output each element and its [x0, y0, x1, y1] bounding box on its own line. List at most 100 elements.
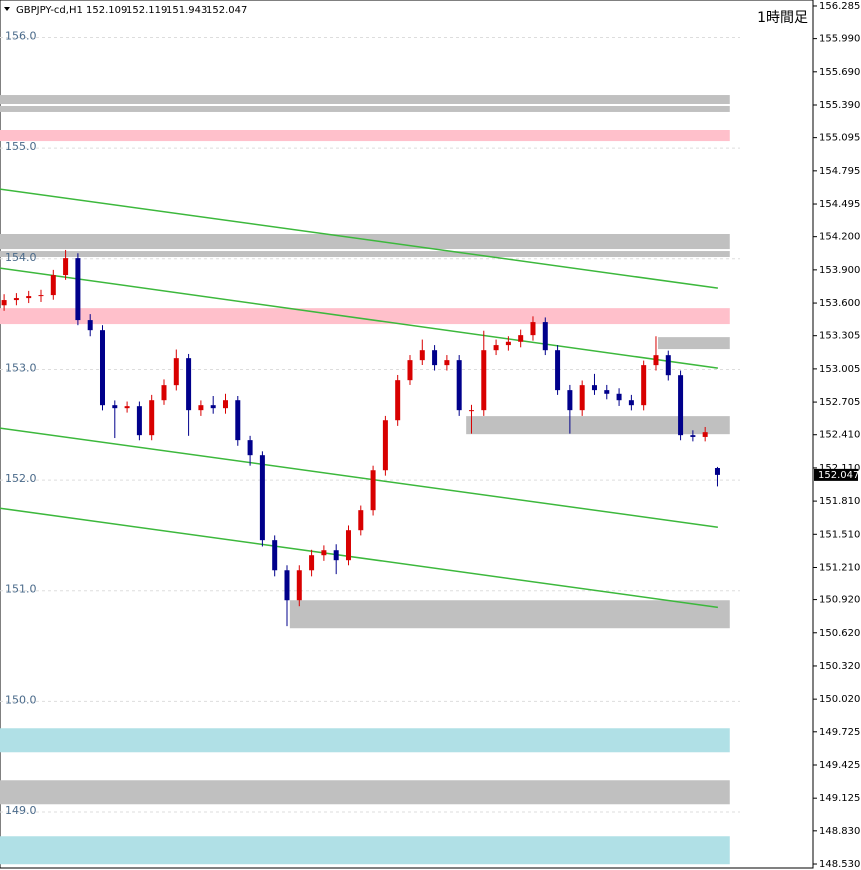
- candle-body: [13, 298, 19, 301]
- candle-body: [161, 385, 167, 401]
- current-price-box: [814, 468, 858, 481]
- zone: [0, 95, 730, 105]
- candle-body: [591, 385, 597, 391]
- candle-body: [382, 420, 388, 471]
- zone: [658, 337, 730, 350]
- y-tick-label: 149.425: [819, 760, 860, 771]
- inner-tick-label: 150.0: [5, 693, 37, 706]
- y-tick-label: 153.005: [819, 364, 860, 375]
- candle-body: [1, 300, 7, 306]
- zone: [0, 780, 730, 805]
- y-tick-label: 150.920: [819, 595, 860, 606]
- y-tick-label: 149.125: [819, 793, 860, 804]
- y-tick-label: 150.020: [819, 694, 860, 705]
- zone: [289, 600, 730, 629]
- y-tick-label: 154.795: [819, 166, 860, 177]
- zone: [0, 308, 730, 325]
- candle-body: [530, 322, 536, 336]
- y-tick-label: 155.390: [819, 100, 860, 111]
- zone: [466, 416, 730, 435]
- candle-body: [579, 385, 585, 411]
- candle-body: [714, 468, 720, 475]
- zone: [0, 836, 730, 865]
- y-tick-label: 152.705: [819, 397, 860, 408]
- candle-body: [665, 355, 671, 376]
- y-tick-label: 156.285: [819, 1, 860, 12]
- candle-body: [296, 570, 302, 601]
- candle-body: [247, 440, 253, 456]
- candle-body: [505, 341, 511, 346]
- y-tick-label: 148.830: [819, 826, 860, 837]
- candle-body: [321, 550, 327, 556]
- candle-body: [653, 355, 659, 366]
- symbol: GBPJPY-cd,H1: [16, 5, 83, 16]
- inner-tick-label: 152.0: [5, 472, 37, 485]
- candle-body: [210, 405, 216, 409]
- y-tick-label: 151.210: [819, 562, 860, 573]
- inner-tick-label: 155.0: [5, 140, 37, 153]
- trendline: [0, 267, 718, 369]
- zone: [0, 728, 730, 753]
- candle-body: [370, 470, 376, 511]
- candle-body: [555, 350, 561, 391]
- candle-body: [567, 390, 573, 411]
- candle-body: [628, 400, 634, 406]
- candle-body: [345, 530, 351, 561]
- candle-body: [112, 405, 118, 409]
- candle-body: [358, 510, 364, 531]
- menu-triangle: [4, 7, 10, 11]
- y-tick-label: 152.110: [819, 463, 860, 474]
- trendline: [0, 427, 718, 528]
- candle-body: [690, 435, 696, 437]
- candle-body: [75, 258, 81, 321]
- header-value: 152.047: [206, 5, 247, 16]
- header-value: 152.109: [86, 5, 127, 16]
- trendline: [0, 188, 718, 289]
- candle-body: [259, 455, 265, 541]
- candle-body: [284, 570, 290, 601]
- header-value: 152.119: [126, 5, 167, 16]
- y-tick-label: 148.530: [819, 859, 860, 870]
- current-price-label: 152.047: [818, 470, 859, 481]
- candle-body: [173, 358, 179, 386]
- y-tick-label: 155.690: [819, 67, 860, 78]
- candle-body: [235, 400, 241, 441]
- zone: [0, 130, 730, 142]
- y-tick-label: 151.510: [819, 529, 860, 540]
- candle-body: [333, 550, 339, 561]
- candle-body: [604, 390, 610, 394]
- y-tick-label: 149.725: [819, 727, 860, 738]
- y-tick-label: 154.200: [819, 232, 860, 243]
- candle-body: [186, 358, 192, 411]
- candle-body: [63, 258, 69, 276]
- y-tick-label: 153.900: [819, 265, 860, 276]
- candle-body: [395, 380, 401, 421]
- y-tick-label: 152.410: [819, 430, 860, 441]
- y-tick-label: 150.620: [819, 628, 860, 639]
- candle-body: [38, 295, 44, 297]
- candle-body: [456, 360, 462, 411]
- candle-body: [272, 540, 278, 571]
- zone: [0, 251, 730, 258]
- candle-body: [678, 375, 684, 436]
- candle-body: [407, 360, 413, 381]
- candle-body: [493, 345, 499, 351]
- candle-body: [222, 400, 228, 409]
- candle-body: [136, 406, 142, 436]
- inner-tick-label: 154.0: [5, 251, 37, 264]
- candle-body: [518, 335, 524, 342]
- candle-body: [641, 365, 647, 406]
- candle-body: [309, 555, 315, 571]
- inner-tick-label: 153.0: [5, 361, 37, 374]
- header-value: 151.943: [166, 5, 207, 16]
- candle-body: [87, 320, 93, 331]
- inner-tick-label: 156.0: [5, 30, 37, 43]
- inner-tick-label: 149.0: [5, 804, 37, 817]
- candle-body: [444, 360, 450, 366]
- chart-title: 1時間足: [757, 10, 808, 26]
- y-tick-label: 150.320: [819, 661, 860, 672]
- candle-body: [481, 350, 487, 411]
- candle-body: [432, 350, 438, 366]
- candle-body: [26, 296, 32, 299]
